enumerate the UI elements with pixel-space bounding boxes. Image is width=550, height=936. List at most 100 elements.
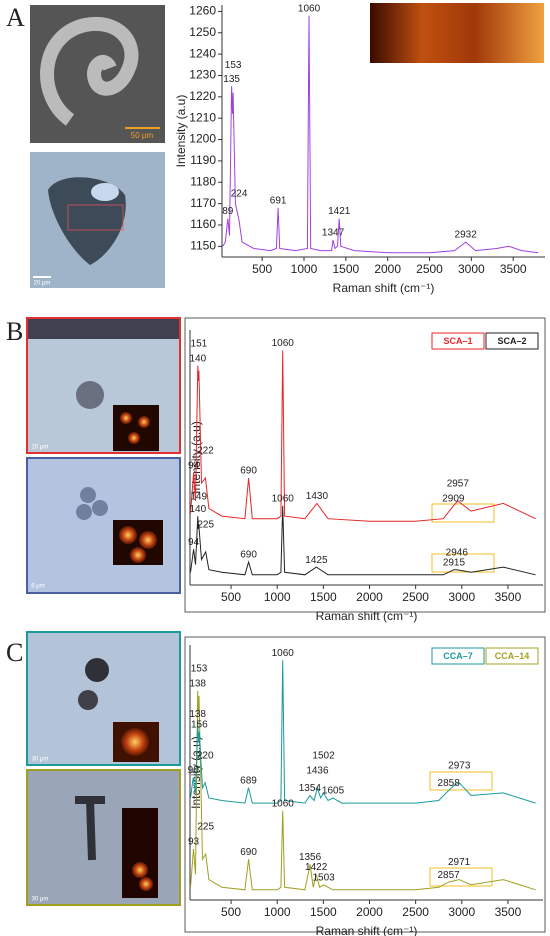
peak-label: 138 (189, 679, 206, 690)
peak-label: 2932 (455, 230, 478, 241)
peak-label: 690 (240, 550, 257, 561)
panel-label: A (6, 3, 25, 32)
x-tick-label: 1000 (264, 590, 291, 604)
highlight-box (429, 867, 493, 887)
peak-label: 2915 (443, 557, 466, 568)
spectrum (190, 690, 536, 891)
highlight-box (431, 503, 495, 523)
cell-cluster (76, 381, 104, 409)
peak-label: 689 (240, 775, 257, 786)
highlight-box (431, 553, 495, 573)
inset-spot (138, 416, 150, 428)
peak-label: 2971 (448, 857, 471, 868)
peak-label: 1347 (322, 228, 345, 239)
peak-label: 89 (222, 206, 234, 217)
cell (76, 504, 92, 520)
legend-label: CCA–14 (495, 651, 530, 661)
panel-frame (184, 636, 546, 933)
x-tick-label: 1500 (310, 905, 337, 919)
peak-label: 225 (197, 822, 214, 833)
x-tick-label: 1500 (332, 262, 359, 276)
peak-label: 1430 (306, 491, 329, 502)
y-tick-label: 1150 (190, 238, 216, 252)
peak-label: 149 (190, 491, 207, 502)
y-tick-label: 1230 (189, 68, 216, 82)
cell (78, 690, 98, 710)
peak-label: 140 (190, 353, 207, 364)
inset-spot (128, 432, 140, 444)
x-tick-label: 1500 (310, 590, 337, 604)
x-tick-label: 2500 (402, 590, 429, 604)
roi (67, 204, 124, 231)
peak-label: 94 (188, 537, 200, 548)
peak-label: 93 (188, 837, 200, 848)
x-tick-label: 500 (221, 905, 241, 919)
peak-label: 153 (191, 664, 208, 675)
peak-label: 1421 (328, 206, 351, 217)
peak-label: 222 (197, 446, 214, 457)
x-tick-label: 3000 (458, 262, 485, 276)
peak-label: 140 (190, 504, 207, 515)
legend-box (431, 332, 485, 350)
peak-label: 2858 (438, 778, 461, 789)
y-tick-label: 1250 (189, 25, 216, 39)
scale-bar-label: 50 μm (131, 131, 154, 140)
peak-label: 1425 (305, 555, 328, 566)
peak-label: 90 (188, 765, 200, 776)
peak-label: 1605 (322, 786, 345, 797)
peak-label: 1060 (298, 3, 321, 14)
y-tick-label: 1200 (189, 132, 216, 146)
x-tick-label: 500 (252, 262, 272, 276)
peak-label: 690 (240, 847, 257, 858)
inset-spot (130, 547, 146, 563)
inset-spot (139, 531, 157, 549)
legend-label: SCA–2 (497, 336, 526, 346)
y-tick-label: 1180 (190, 174, 216, 188)
raman-map (370, 3, 544, 63)
peak-label: 220 (197, 750, 214, 761)
x-tick-label: 2000 (356, 905, 383, 919)
peak-label: 1060 (272, 338, 295, 349)
peak-label: 690 (240, 466, 257, 477)
highlight-box (429, 771, 493, 791)
panel-label: B (6, 317, 23, 346)
legend-box (485, 332, 539, 350)
peak-label: 2857 (437, 870, 460, 881)
peak-label: 2973 (448, 760, 471, 771)
peak-label: 94 (188, 460, 200, 471)
scale-bar-label: 30 μm (32, 757, 49, 763)
peak-label: 2946 (446, 547, 469, 558)
inset-spot (120, 412, 132, 424)
peak-label: 153 (225, 60, 242, 71)
spectrum (222, 15, 539, 254)
y-tick-label: 1260 (189, 4, 216, 18)
x-axis-label: Raman shift (cm⁻¹) (316, 609, 418, 623)
scale-bar-label: 20 μm (32, 445, 49, 451)
y-tick-label: 1160 (190, 217, 216, 231)
peak-label: 2957 (447, 478, 470, 489)
x-tick-label: 1000 (264, 905, 291, 919)
inset-spot (121, 728, 149, 756)
cell-highlight (91, 183, 119, 201)
peak-label: 1354 (299, 783, 322, 794)
x-tick-label: 3000 (448, 905, 475, 919)
peak-label: 2909 (442, 494, 465, 505)
x-tick-label: 3500 (495, 590, 522, 604)
peak-label: 1356 (299, 852, 322, 863)
x-tick-label: 1000 (291, 262, 318, 276)
legend-box (431, 647, 485, 665)
x-tick-label: 3500 (495, 905, 522, 919)
x-axis-label: Raman shift (cm⁻¹) (333, 281, 435, 295)
peak-label: 1422 (305, 862, 328, 873)
panel-label: C (6, 638, 23, 667)
scale-bar-label: 30 μm (32, 897, 49, 903)
peak-label: 1060 (272, 494, 295, 505)
x-axis-label: Raman shift (cm⁻¹) (316, 924, 418, 936)
inset-spot (119, 526, 137, 544)
peak-label: 225 (197, 519, 214, 530)
peak-label: 151 (191, 338, 208, 349)
legend-box (485, 647, 539, 665)
raman-inset (113, 405, 159, 451)
peak-label: 1502 (312, 751, 335, 762)
